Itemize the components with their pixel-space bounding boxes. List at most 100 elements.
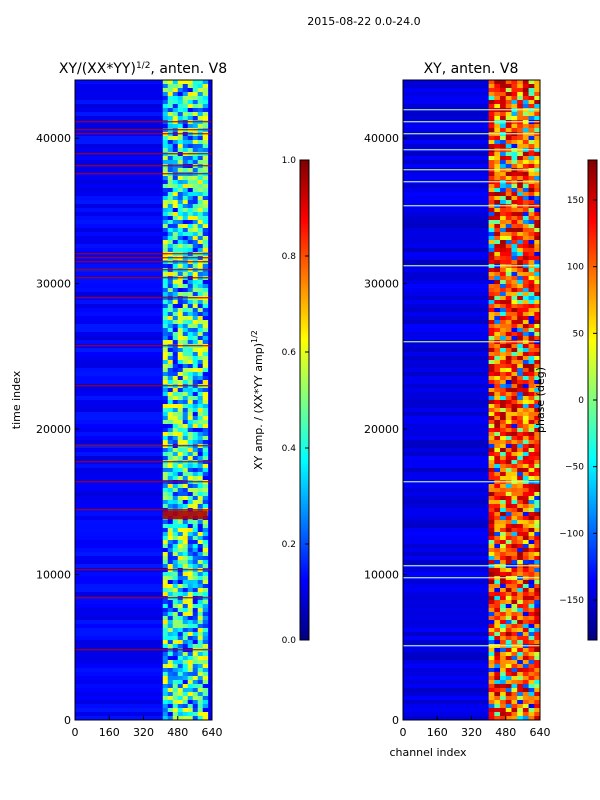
heatmap-band-cell [505,656,512,661]
heatmap-band-cell [494,432,501,437]
heatmap-band-cell [177,180,184,185]
heatmap-band-cell [522,208,529,213]
heatmap-band-cell [192,552,199,557]
heatmap-row-cell [75,616,163,621]
heatmap-band-cell [182,608,189,613]
heatmap-band-cell [517,328,524,333]
heatmap-row-cell [403,220,489,225]
heatmap-band-cell [488,608,495,613]
colorbar-tick-label: 100 [567,263,584,273]
heatmap-band-cell [182,628,189,633]
heatmap-band-cell [187,616,194,621]
heatmap-band-cell [494,256,501,261]
heatmap-band-cell [511,292,518,297]
heatmap-band-cell [202,216,209,221]
heatmap-band-cell [172,92,179,97]
heatmap-band-cell [197,476,204,481]
heatmap-band-cell [182,428,189,433]
y-tick-label: 30000 [36,278,71,291]
heatmap-band-cell [162,304,169,309]
heatmap-row-cell [75,440,163,445]
heatmap-band-cell [534,192,540,197]
heatmap-band-cell [522,296,529,301]
heatmap-row-cell [75,176,163,181]
heatmap-band-cell [500,208,507,213]
x-tick-label: 640 [530,726,551,739]
heatmap-band-cell [187,180,194,185]
heatmap-band-cell [172,628,179,633]
heatmap-band-cell [528,324,535,329]
heatmap-band-cell [192,712,199,717]
heatmap-row-cell [75,420,163,425]
heatmap-band-cell [494,140,501,145]
heatmap-band-cell [528,152,535,157]
heatmap-band-cell [505,200,512,205]
heatmap-band-cell [187,188,194,193]
heatmap-band-cell [517,560,524,565]
heatmap-band-cell [167,696,174,701]
heatmap-band-cell [528,144,535,149]
heatmap-band-cell [162,660,169,665]
heatmap-band-cell [177,456,184,461]
heatmap-band-cell [197,108,204,113]
heatmap-band-cell [197,464,204,469]
heatmap-row-cell [403,296,489,301]
heatmap-band-cell [488,280,495,285]
heatmap-flag-line [75,277,212,279]
heatmap-band-cell [167,144,174,149]
heatmap-band-cell [534,596,540,601]
heatmap-band-cell [500,672,507,677]
heatmap-row-cell [403,128,489,133]
heatmap-band-cell [172,136,179,141]
heatmap-band-cell [202,204,209,209]
heatmap-band-cell [488,244,495,249]
heatmap-band-cell [500,140,507,145]
heatmap-band-cell [488,668,495,673]
heatmap-band-cell [522,244,529,249]
heatmap-band-cell [197,116,204,121]
heatmap-band-cell [192,292,199,297]
heatmap-band-cell [177,500,184,505]
heatmap-band-cell [511,496,518,501]
heatmap-band-cell [511,528,518,533]
heatmap-band-cell [494,104,501,109]
heatmap-band-cell [534,472,540,477]
heatmap-band-cell [517,580,524,585]
heatmap-band-cell [172,456,179,461]
heatmap-band-cell [528,96,535,101]
heatmap-band-cell [187,264,194,269]
heatmap-band-cell [528,568,535,573]
heatmap-band-cell [522,496,529,501]
heatmap-band-cell [162,504,169,509]
heatmap-band-cell [172,608,179,613]
heatmap-band-cell [177,176,184,181]
heatmap-band-cell [500,192,507,197]
heatmap-band-cell [522,708,529,713]
heatmap-band-cell [522,112,529,117]
heatmap-band-cell [517,128,524,133]
heatmap-band-cell [187,420,194,425]
heatmap-band-cell [162,356,169,361]
heatmap-row-cell [75,100,163,105]
heatmap-band-cell [162,668,169,673]
heatmap-band-cell [187,332,194,337]
heatmap-band-cell [494,476,501,481]
heatmap-band-cell [162,644,169,649]
heatmap-band-cell [505,184,512,189]
heatmap-band-cell [528,136,535,141]
heatmap-band-cell [182,372,189,377]
heatmap-band-cell [511,268,518,273]
heatmap-band-cell [162,220,169,225]
heatmap-band-cell [167,636,174,641]
heatmap-band-cell [167,148,174,153]
heatmap-band-cell [187,680,194,685]
heatmap-band-cell [187,536,194,541]
colorbar-tick-label: −50 [565,463,584,473]
heatmap-band-cell [187,404,194,409]
heatmap-band-cell [162,424,169,429]
heatmap-band-cell [528,500,535,505]
heatmap-band-cell [167,116,174,121]
heatmap-band-cell [522,684,529,689]
heatmap-band-cell [528,688,535,693]
heatmap-band-cell [517,460,524,465]
